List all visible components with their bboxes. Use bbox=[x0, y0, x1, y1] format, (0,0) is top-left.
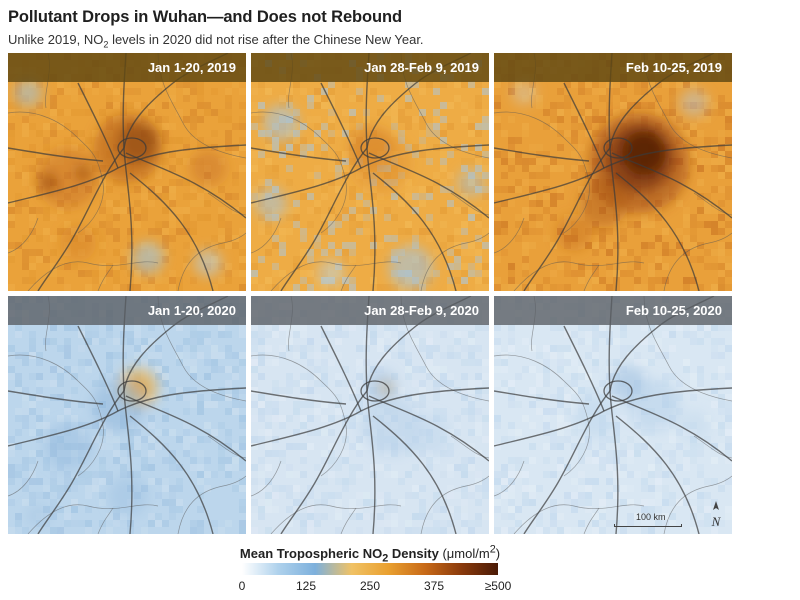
figure-subtitle: Unlike 2019, NO2 levels in 2020 did not … bbox=[8, 32, 788, 50]
panel-date-label: Jan 1-20, 2019 bbox=[8, 53, 246, 82]
color-gradient bbox=[242, 563, 498, 575]
panel-date-label: Jan 28-Feb 9, 2020 bbox=[251, 296, 489, 325]
subtitle-subscript: 2 bbox=[103, 39, 109, 50]
figure-title: Pollutant Drops in Wuhan—and Does not Re… bbox=[8, 8, 402, 26]
legend-unit-1: (μmol/m bbox=[442, 546, 490, 562]
legend-tick-500: ≥500 bbox=[484, 579, 512, 593]
map-panel-jan-2020: Jan 1-20, 2020 bbox=[8, 296, 246, 534]
map-panel-feb-2019: Feb 10-25, 2019 bbox=[494, 53, 732, 291]
map-panel-late-jan-2020: Jan 28-Feb 9, 2020 bbox=[251, 296, 489, 534]
subtitle-text-1: Unlike 2019, NO bbox=[8, 32, 104, 47]
panel-date-label: Jan 28-Feb 9, 2019 bbox=[251, 53, 489, 82]
legend-unit-superscript: 2 bbox=[489, 544, 496, 556]
subtitle-text-2: levels in 2020 did not rise after the Ch… bbox=[108, 32, 424, 47]
legend-tick-250: 250 bbox=[359, 579, 381, 593]
map-panel-late-jan-2019: Jan 28-Feb 9, 2019 bbox=[251, 53, 489, 291]
no2-map bbox=[251, 296, 489, 534]
no2-map bbox=[8, 53, 246, 291]
north-arrow-icon: N bbox=[711, 501, 722, 529]
legend-tick-125: 125 bbox=[295, 579, 317, 593]
no2-map bbox=[494, 296, 732, 534]
legend-title-subscript: 2 bbox=[382, 552, 389, 565]
legend-tick-0: 0 bbox=[238, 579, 246, 593]
scale-bar-label: 100 km bbox=[636, 512, 666, 522]
no2-map bbox=[251, 53, 489, 291]
no2-map bbox=[8, 296, 246, 534]
panel-date-label: Feb 10-25, 2019 bbox=[494, 53, 732, 82]
color-scale-bar bbox=[242, 563, 498, 577]
north-letter: N bbox=[711, 514, 722, 529]
panel-date-label: Feb 10-25, 2020 bbox=[494, 296, 732, 325]
panel-date-label: Jan 1-20, 2020 bbox=[8, 296, 246, 325]
no2-map bbox=[494, 53, 732, 291]
scale-bar-line bbox=[614, 524, 682, 527]
legend-title-text-2: Density bbox=[388, 546, 439, 562]
legend-title: Mean Tropospheric NO2 Density (μmol/m2) bbox=[0, 544, 740, 565]
scale-bar: 100 km bbox=[614, 510, 724, 532]
map-panel-feb-2020: Feb 10-25, 2020 bbox=[494, 296, 732, 534]
legend-title-text-1: Mean Tropospheric NO bbox=[239, 546, 383, 562]
legend-unit-2: ) bbox=[495, 546, 501, 562]
map-panel-jan-2019: Jan 1-20, 2019 bbox=[8, 53, 246, 291]
legend-tick-375: 375 bbox=[423, 579, 445, 593]
